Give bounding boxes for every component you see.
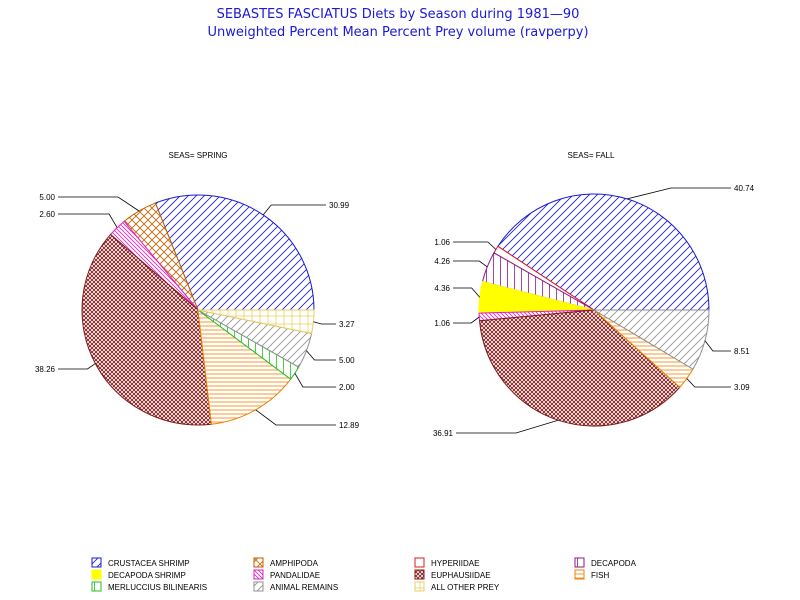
leader-line [306, 350, 336, 361]
legend-item-pandalidae: PANDALIDAE [253, 569, 320, 580]
leader-line [453, 287, 481, 298]
value-label-animal_remains: 5.00 [339, 356, 355, 365]
leader-line [453, 241, 497, 250]
legend-item-animal_remains: ANIMAL REMAINS [253, 581, 338, 592]
legend-label: HYPERIIDAE [431, 559, 479, 568]
legend: CRUSTACEA SHRIMP AMPHIPODA HYPERIIDAE DECAP… [91, 557, 637, 592]
value-label-fish: 3.09 [734, 383, 750, 392]
leader-line [58, 196, 140, 212]
value-label-amphipoda: 5.00 [39, 193, 55, 202]
pie-fall: SEAS= FALL 40.74 1.06 4.26 4.36 1.06 36.91 3.0… [433, 151, 755, 438]
legend-swatch [574, 569, 585, 580]
legend-label: FISH [591, 571, 609, 580]
legend-label: EUPHAUSIIDAE [431, 571, 491, 580]
legend-swatch [253, 569, 264, 580]
legend-item-decapoda_shrimp: DECAPODA SHRIMP [91, 569, 186, 580]
leader-line [294, 373, 336, 388]
leader-line [453, 316, 480, 324]
legend-item-euphausiidae: EUPHAUSIIDAE [414, 569, 491, 580]
legend-swatch [91, 581, 102, 592]
leader-line [313, 321, 336, 325]
leader-line [456, 419, 559, 434]
legend-item-amphipoda: AMPHIPODA [253, 557, 319, 568]
pie-slice-fish [197, 308, 292, 425]
pie-label-spring: SEAS= SPRING [169, 151, 228, 160]
pie-label-fall: SEAS= FALL [568, 151, 615, 160]
legend-label: DECAPODA [591, 559, 637, 568]
legend-label: ANIMAL REMAINS [270, 583, 338, 592]
legend-label: AMPHIPODA [270, 559, 319, 568]
value-label-euphausiidae: 38.26 [35, 365, 56, 374]
legend-label: PANDALIDAE [270, 571, 320, 580]
legend-swatch [414, 581, 425, 592]
value-label-pandalidae: 1.06 [434, 319, 450, 328]
legend-item-merluccius_bilinearis: MERLUCCIUS BILINEARIS [91, 581, 207, 592]
legend-item-decapoda: DECAPODA [574, 557, 637, 568]
value-label-fish: 12.89 [339, 421, 360, 430]
value-label-merluccius_bilinearis: 2.00 [339, 383, 355, 392]
legend-label: CRUSTACEA SHRIMP [108, 559, 190, 568]
chart-title: SEBASTES FASCIATUS Diets by Season durin… [217, 7, 580, 22]
leader-line [58, 363, 96, 370]
value-label-hyperiidae: 1.06 [434, 238, 450, 247]
legend-item-hyperiidae: HYPERIIDAE [414, 557, 479, 568]
legend-swatch [253, 557, 264, 568]
pie-spring: SEAS= SPRING 30.99 5.00 2.60 38.26 12.89 2.00… [35, 151, 360, 430]
legend-label: MERLUCCIUS BILINEARIS [108, 583, 207, 592]
leader-line [262, 204, 326, 216]
legend-label: ALL OTHER PREY [431, 583, 500, 592]
value-label-animal_remains: 8.51 [734, 347, 750, 356]
legend-swatch [414, 557, 425, 568]
value-label-decapoda: 4.26 [434, 257, 450, 266]
leader-line [58, 213, 118, 228]
value-label-crustacea_shrimp: 40.74 [734, 184, 755, 193]
value-label-pandalidae: 2.60 [39, 210, 55, 219]
chart-subtitle: Unweighted Percent Mean Percent Prey vol… [207, 25, 588, 40]
leader-line [255, 409, 336, 426]
leader-line [453, 260, 488, 268]
pie-slice-all_other_prey [197, 309, 315, 335]
legend-swatch [91, 569, 102, 580]
legend-item-all_other_prey: ALL OTHER PREY [414, 581, 500, 592]
legend-item-fish: FISH [574, 569, 609, 580]
legend-swatch [414, 569, 425, 580]
value-label-all_other_prey: 3.27 [339, 320, 355, 329]
value-label-decapoda_shrimp: 4.36 [434, 284, 450, 293]
leader-line [704, 340, 731, 352]
pie-slice-animal_remains [592, 309, 710, 370]
value-label-crustacea_shrimp: 30.99 [329, 201, 350, 210]
legend-swatch [574, 557, 585, 568]
leader-line [686, 378, 731, 388]
legend-label: DECAPODA SHRIMP [108, 571, 186, 580]
legend-item-crustacea_shrimp: CRUSTACEA SHRIMP [91, 557, 190, 568]
value-label-euphausiidae: 36.91 [433, 429, 454, 438]
leader-line [626, 187, 731, 200]
legend-swatch [253, 581, 264, 592]
legend-swatch [91, 557, 102, 568]
